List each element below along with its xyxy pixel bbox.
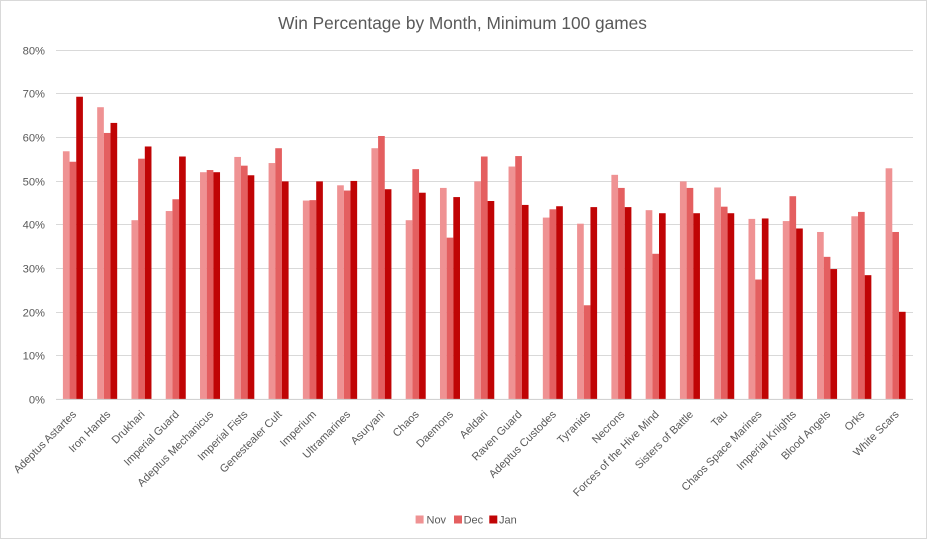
svg-text:80%: 80% <box>23 46 45 58</box>
svg-text:50%: 50% <box>23 177 45 189</box>
svg-text:20%: 20% <box>23 308 45 320</box>
svg-text:Win Percentage by Month, Minim: Win Percentage by Month, Minimum 100 gam… <box>278 13 647 33</box>
svg-text:60%: 60% <box>23 133 45 145</box>
svg-text:Nov: Nov <box>427 515 447 527</box>
svg-text:Dec: Dec <box>464 515 484 527</box>
svg-text:30%: 30% <box>23 264 45 276</box>
svg-text:70%: 70% <box>23 89 45 101</box>
svg-text:40%: 40% <box>23 220 45 232</box>
svg-text:0%: 0% <box>29 395 45 407</box>
svg-text:10%: 10% <box>23 351 45 363</box>
svg-text:Jan: Jan <box>499 515 517 527</box>
